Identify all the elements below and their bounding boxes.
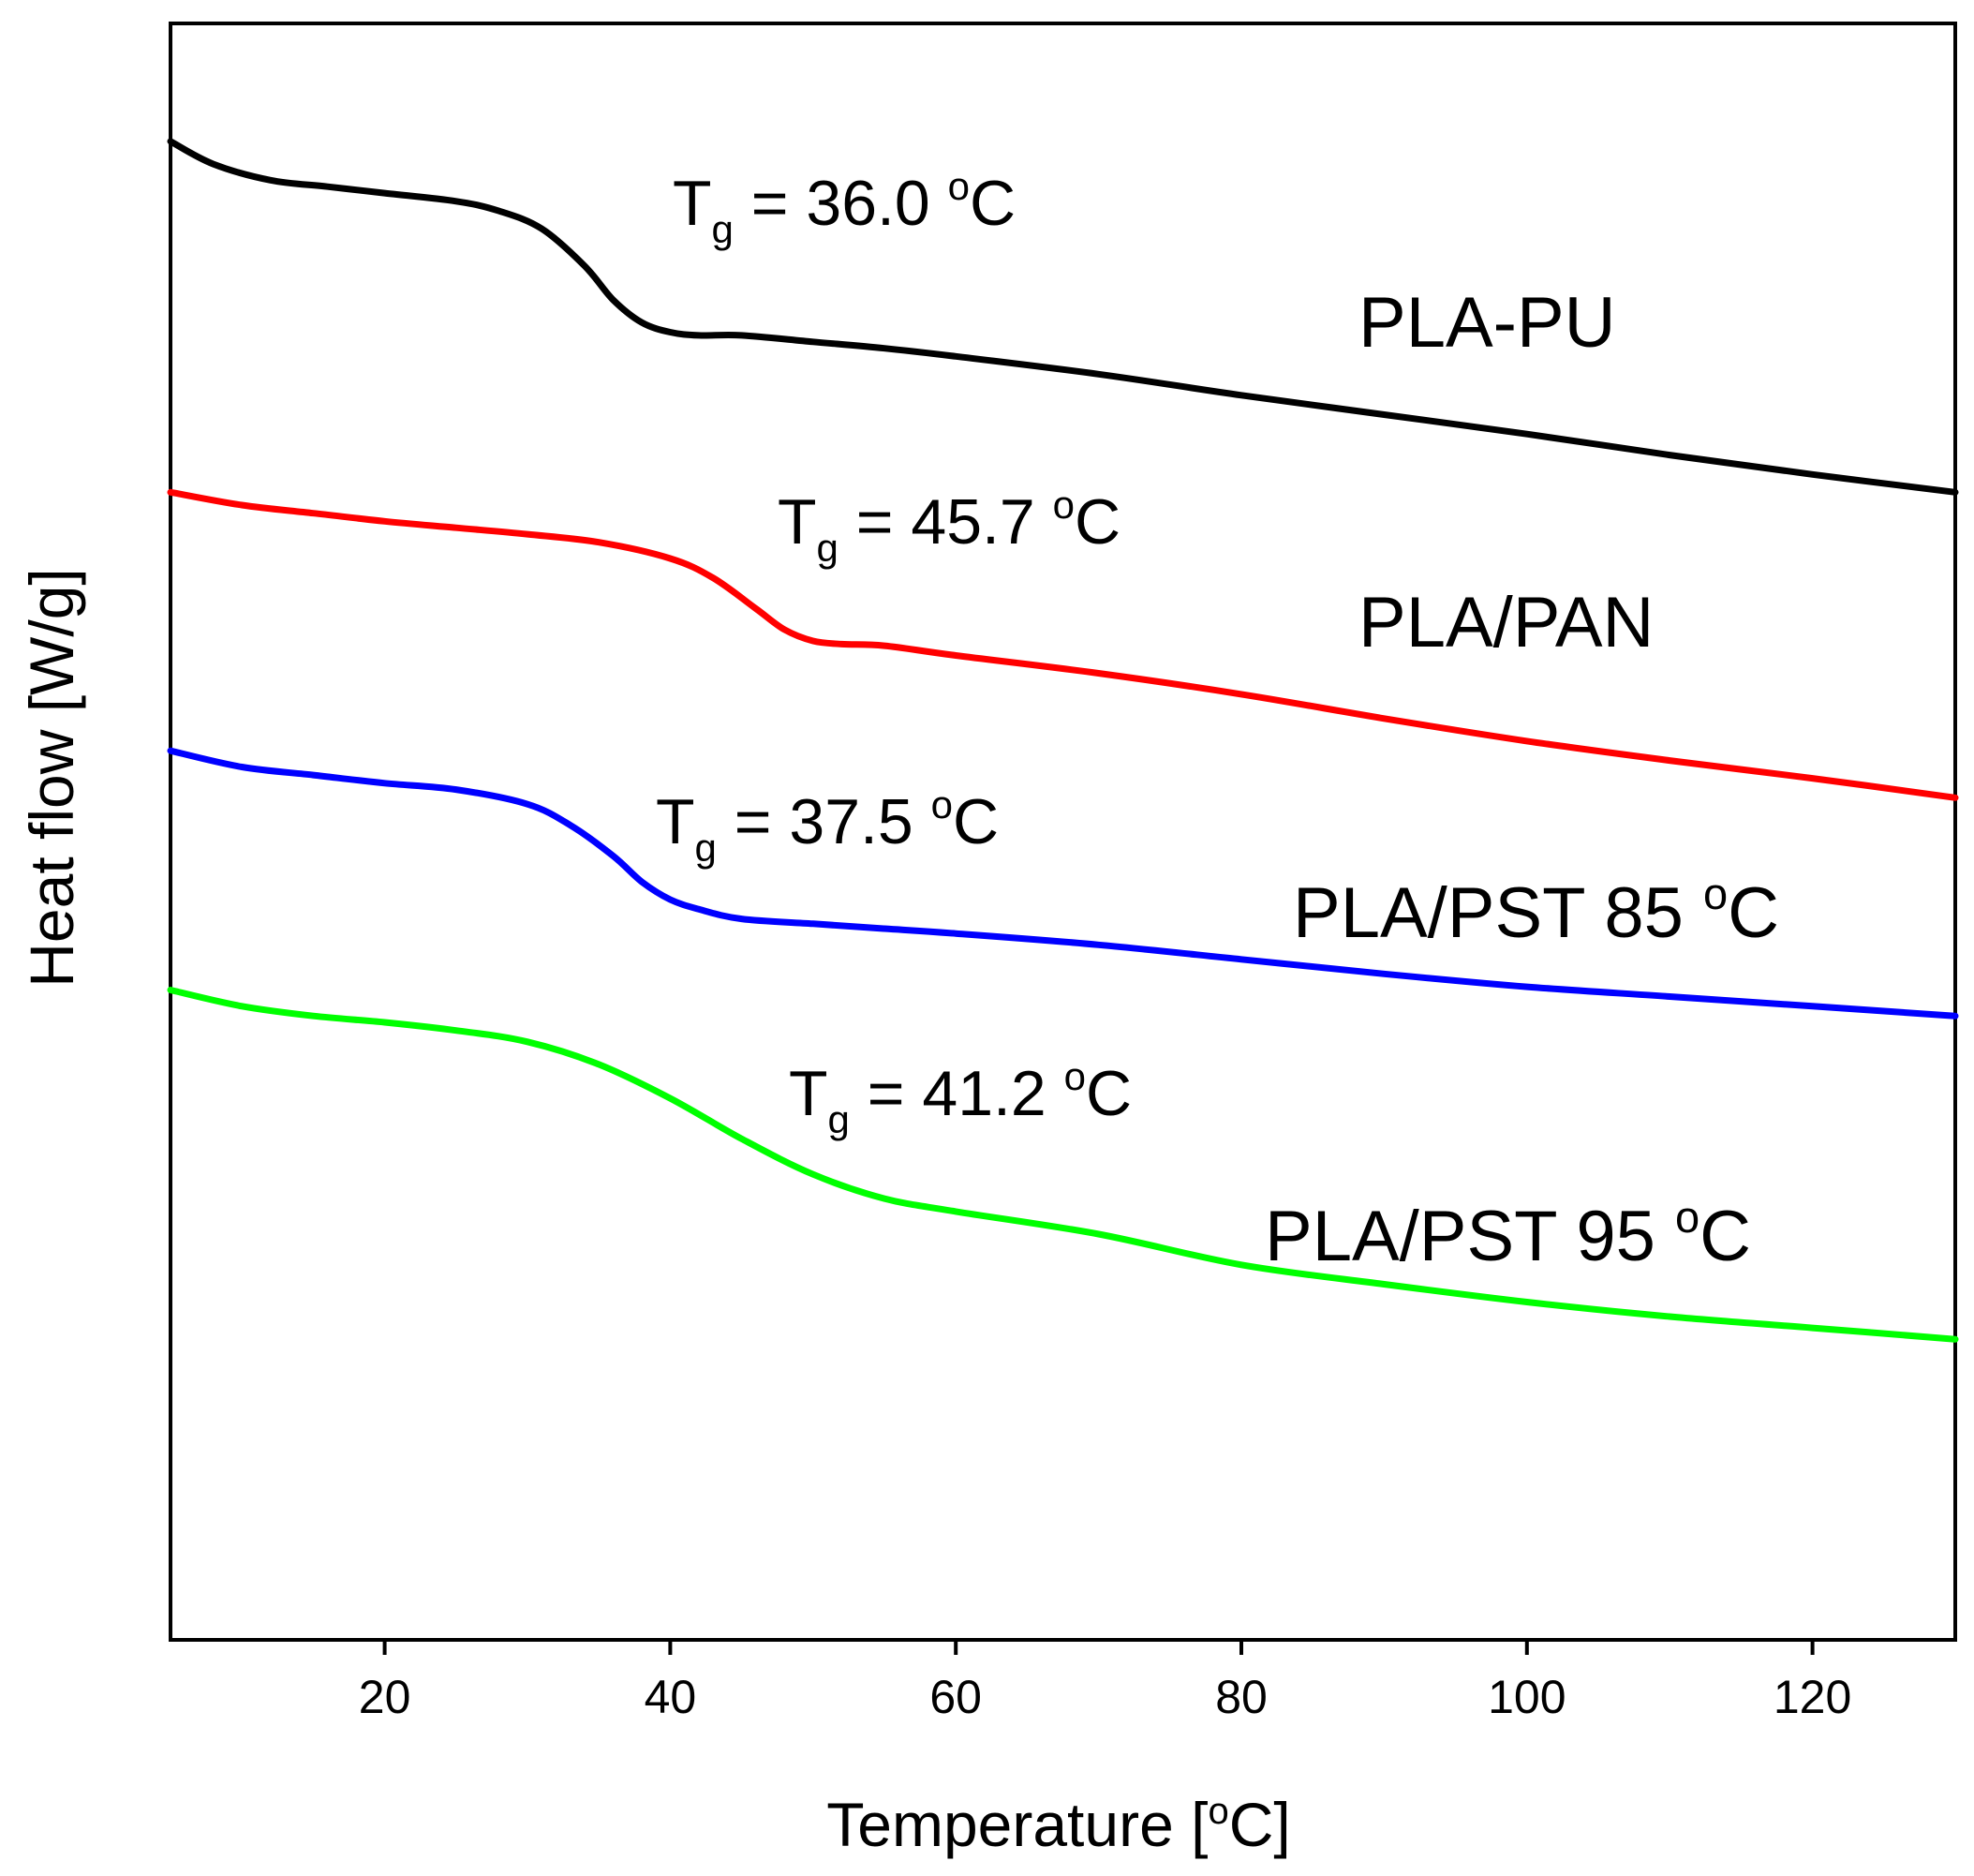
series-line-pla-pan	[167, 488, 1959, 801]
x-tick-label: 80	[1215, 1671, 1268, 1723]
series-name-label: PLA/PST 95 oC	[1265, 1192, 1751, 1276]
series-line-pla-pu	[167, 138, 1959, 496]
series-lines	[167, 138, 1959, 1343]
x-axis-title: Temperature [oC]	[826, 1790, 1290, 1859]
plot-frame	[169, 22, 1957, 1642]
x-axis-unit-c: C]	[1229, 1790, 1291, 1859]
series-line-pla-pst-95-oc	[167, 987, 1959, 1343]
series-name-label: PLA/PAN	[1358, 583, 1654, 663]
series-name-label: PLA/PST 85 oC	[1293, 869, 1779, 953]
x-axis-ticks: 20 40 60 80 100 120	[359, 1640, 1851, 1723]
x-axis-title-text: Temperature	[826, 1790, 1174, 1859]
x-axis-unit-degree: o	[1208, 1791, 1228, 1832]
series-name-label: PLA-PU	[1358, 283, 1616, 363]
x-tick-label: 60	[929, 1671, 982, 1723]
tg-annotation: Tg = 45.7 oC	[778, 483, 1121, 570]
series-annotations: Tg = 36.0 oC PLA-PU Tg = 45.7 oC PLA/PAN Tg …	[656, 164, 1779, 1276]
x-tick-label: 100	[1488, 1671, 1566, 1723]
series-line-pla-pst-85-oc	[167, 747, 1959, 1020]
tg-annotation: Tg = 36.0 oC	[673, 164, 1016, 251]
x-tick-label: 20	[359, 1671, 411, 1723]
x-tick-label: 40	[645, 1671, 697, 1723]
x-tick-label: 120	[1774, 1671, 1851, 1723]
y-axis-title: Heat flow [W/g]	[17, 568, 86, 987]
tg-annotation: Tg = 37.5 oC	[656, 782, 999, 870]
tg-annotation: Tg = 41.2 oC	[789, 1054, 1132, 1141]
